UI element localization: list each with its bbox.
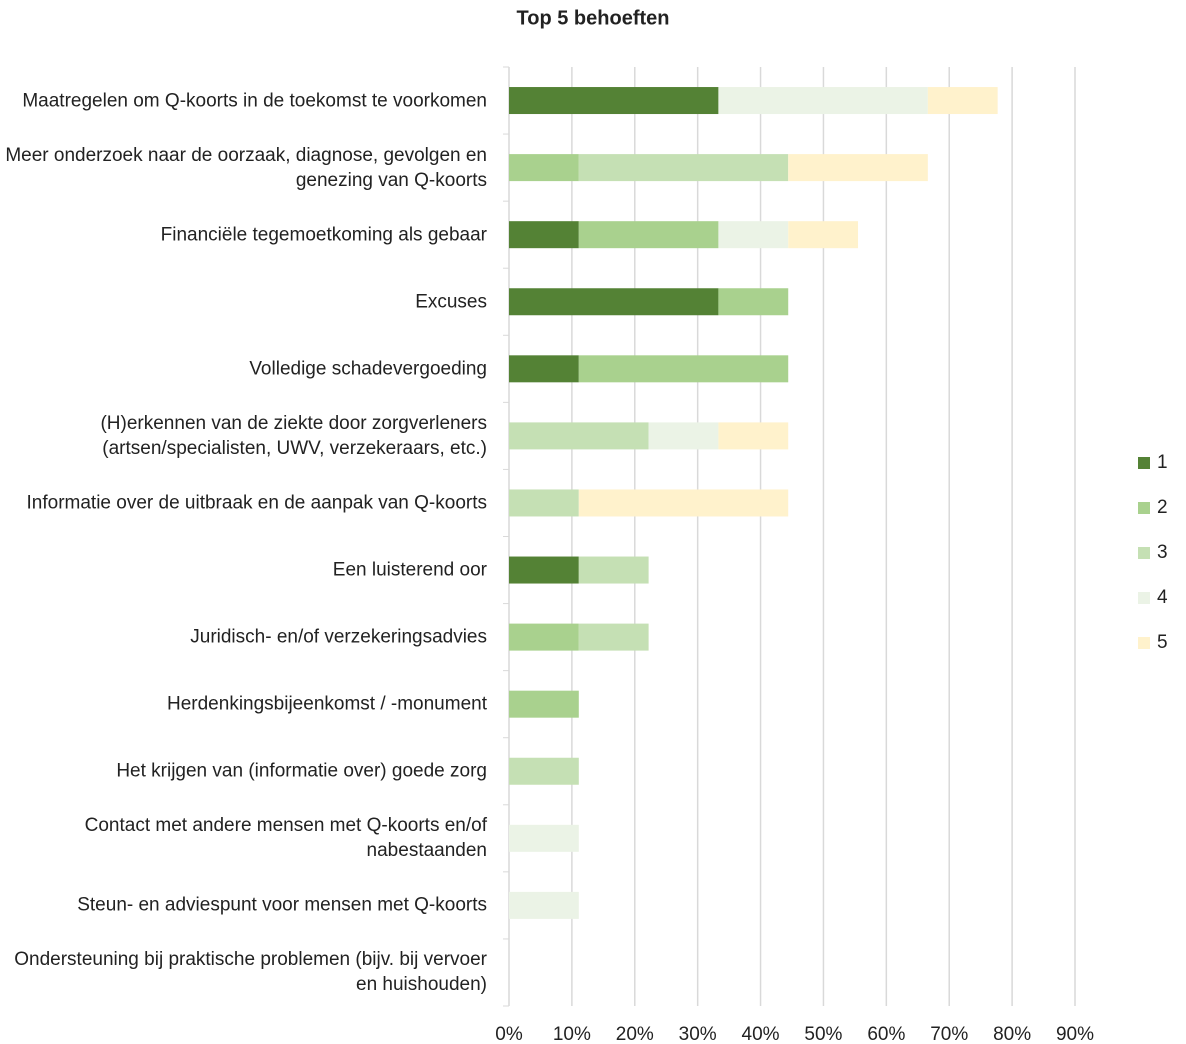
bar-segment: [648, 422, 719, 450]
category-label: Steun- en adviespunt voor mensen met Q-k…: [77, 894, 487, 916]
category-label: (H)erkennen van de ziekte door zorgverle…: [100, 412, 487, 459]
bar-segment: [927, 87, 998, 115]
bar-segment: [509, 824, 579, 852]
category-label: Een luisterend oor: [332, 559, 487, 581]
bar-segment: [509, 355, 579, 383]
legend-label: 2: [1157, 497, 1168, 518]
bar-segment: [718, 422, 789, 450]
x-tick-label: 90%: [1056, 1024, 1094, 1044]
bar-segment: [718, 87, 928, 115]
bar-segment: [578, 556, 649, 584]
bar-segment: [509, 87, 719, 115]
bar-segment: [788, 154, 928, 182]
chart-title: Top 5 behoeften: [517, 7, 670, 29]
bar-segment: [509, 489, 579, 517]
bar-segment: [578, 623, 649, 651]
legend-swatch: [1138, 592, 1150, 604]
bar-segment: [509, 556, 579, 584]
category-label: Contact met andere mensen met Q-koorts e…: [84, 815, 487, 862]
category-label: Meer onderzoek naar de oorzaak, diagnose…: [5, 144, 487, 191]
x-tick-label: 20%: [616, 1024, 654, 1044]
x-tick-label: 70%: [930, 1024, 968, 1044]
bar-segment: [509, 154, 579, 182]
category-label: Volledige schadevergoeding: [249, 358, 487, 380]
legend-swatch: [1138, 502, 1150, 514]
legend-label: 3: [1157, 542, 1168, 563]
x-tick-label: 80%: [993, 1024, 1031, 1044]
bar-segment: [718, 221, 789, 249]
legend-swatch: [1138, 547, 1150, 559]
bar-segment: [509, 288, 719, 316]
category-label: Herdenkingsbijeenkomst / -monument: [167, 693, 487, 715]
bar-segment: [718, 288, 789, 316]
bar-segment: [578, 355, 789, 383]
category-label: Juridisch- en/of verzekeringsadvies: [190, 626, 487, 648]
bar-segment: [788, 221, 859, 249]
bar-segment: [509, 690, 579, 718]
x-tick-label: 0%: [495, 1024, 523, 1044]
category-label: Financiële tegemoetkoming als gebaar: [160, 224, 487, 246]
x-tick-label: 30%: [679, 1024, 717, 1044]
bar-segment: [509, 757, 579, 785]
legend-label: 1: [1157, 452, 1168, 473]
bar-segment: [509, 891, 579, 919]
bar-segment: [509, 623, 579, 651]
bar-segment: [578, 489, 789, 517]
category-label: Informatie over de uitbraak en de aanpak…: [26, 492, 487, 514]
x-tick-label: 40%: [742, 1024, 780, 1044]
bar-segment: [578, 154, 789, 182]
legend-swatch: [1138, 637, 1150, 649]
x-tick-label: 60%: [867, 1024, 905, 1044]
legend-label: 4: [1157, 587, 1168, 608]
category-label: Ondersteuning bij praktische problemen (…: [14, 949, 487, 996]
x-tick-label: 10%: [553, 1024, 591, 1044]
legend-label: 5: [1157, 632, 1168, 653]
bar-segment: [509, 422, 649, 450]
bar-segment: [578, 221, 719, 249]
category-label: Maatregelen om Q-koorts in de toekomst t…: [22, 90, 487, 112]
legend-swatch: [1138, 457, 1150, 469]
bar-segment: [509, 221, 579, 249]
category-label: Het krijgen van (informatie over) goede …: [116, 760, 487, 782]
x-tick-label: 50%: [804, 1024, 842, 1044]
category-label: Excuses: [415, 291, 487, 313]
